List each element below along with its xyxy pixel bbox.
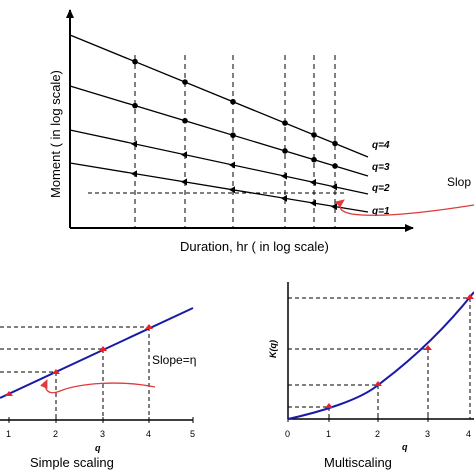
moment-marker-q3-6 [332,163,338,169]
ms-marker-3 [424,345,432,350]
moment-markers [131,58,338,211]
ss-marker-1 [5,391,13,396]
ss-marker-2 [52,369,60,374]
simple-scaling-line [0,307,194,399]
moment-marker-q3-5 [311,156,317,163]
moment-line-q4 [69,34,369,158]
ss-marker-3 [99,346,107,351]
left-xtick-1: 1 [6,429,11,439]
moment-marker-q1-4 [281,194,287,202]
moment-marker-q3-3 [230,132,236,139]
moment-marker-q4-3 [230,98,236,105]
right-xtick-4: 4 [466,429,471,439]
moment-marker-q2-2 [181,151,187,159]
moment-marker-q1-5 [310,199,316,207]
moment-marker-q3-1 [132,102,138,109]
moment-marker-q4-4 [282,120,288,126]
moment-marker-q1-3 [229,186,235,194]
left-xtick-5: 5 [190,429,195,439]
line-label-q1: q=1 [372,206,390,217]
left-xtick-3: 3 [100,429,105,439]
moment-marker-q1-6 [331,203,337,211]
moment-line-q3 [69,85,369,177]
top-panel: q=4 q=3 q=2 q=1 Slop Moment ( in log sca… [48,9,474,254]
left-x-axis-label: q [95,443,101,453]
simple-scaling-markers [5,324,153,396]
ss-marker-4 [145,324,153,329]
left-xtick-4: 4 [146,429,151,439]
moment-lines [69,34,369,213]
moment-marker-q1-1 [131,170,137,178]
right-xtick-1: 1 [326,429,331,439]
multiscaling-markers [325,294,474,408]
right-x-axis-label: q [402,442,408,452]
right-guides [288,297,471,419]
right-xtick-0: 0 [285,429,290,439]
left-guides [0,326,150,420]
line-label-q2: q=2 [372,183,390,194]
slope-eta-label: Slope=η [152,353,196,367]
ms-marker-4 [466,294,474,299]
moment-marker-q4-2 [182,79,188,85]
right-y-axis-label: K(q) [268,340,278,358]
moment-line-q2 [69,129,369,195]
right-xtick-3: 3 [425,429,430,439]
simple-scaling-title: Simple scaling [30,455,114,470]
ms-marker-1 [325,403,333,408]
top-x-axis-label: Duration, hr ( in log scale) [180,239,329,254]
multiscaling-curve [287,291,474,420]
moment-marker-q1-2 [181,178,187,186]
moment-marker-q2-4 [281,172,287,180]
multiscaling-title: Multiscaling [324,455,392,470]
line-label-q3: q=3 [372,162,390,173]
moment-marker-q2-1 [131,140,137,148]
moment-marker-q4-6 [332,140,338,147]
slope-eta-annotation [40,379,156,394]
moment-marker-q2-6 [331,183,337,191]
line-label-q4: q=4 [372,140,390,151]
slope-label-top: Slop [447,175,471,189]
right-xtick-2: 2 [375,429,380,439]
moment-marker-q4-5 [311,132,317,138]
ms-marker-2 [374,381,382,386]
moment-marker-q2-3 [229,161,235,169]
left-xtick-2: 2 [53,429,58,439]
slope-annotation-curve [335,199,474,216]
moment-marker-q3-2 [182,117,188,124]
moment-line-q1 [69,162,369,213]
simple-scaling-panel: Slope=η 1 2 3 4 5 q Simple scaling [0,307,196,470]
multiscaling-panel: K(q) 0 1 2 3 4 q Multiscaling [268,282,474,470]
top-y-axis-label: Moment ( in log scale) [48,70,63,198]
moment-marker-q4-1 [132,58,138,65]
moment-marker-q2-5 [310,178,316,186]
moment-marker-q3-4 [282,148,288,154]
